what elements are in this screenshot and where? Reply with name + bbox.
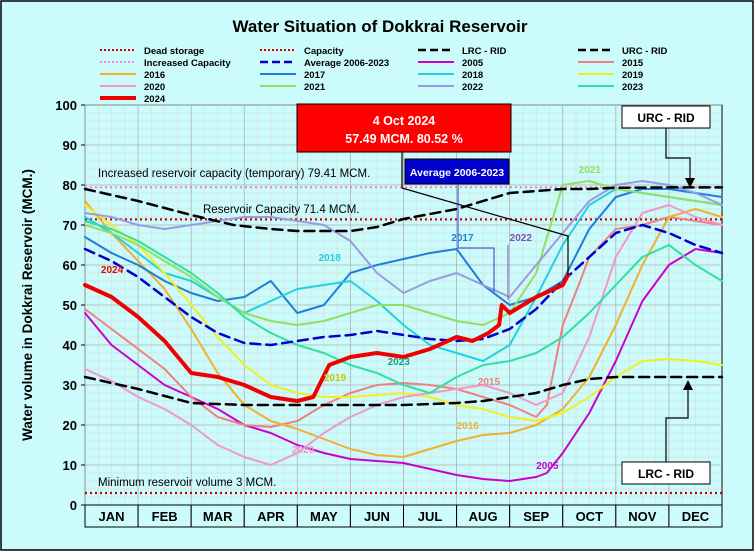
- lrc-box-label: LRC - RID: [638, 467, 694, 481]
- legend-label: 2015: [622, 58, 644, 69]
- series-line-2021: [84, 180, 723, 326]
- month-label: NOV: [628, 509, 657, 524]
- inline-series-labels: 2024 2018 2017 2022 2021 2019 2023 2015 2016 2020…: [101, 165, 601, 472]
- increased-capacity-text: Increased reservoir capacity (temporary)…: [98, 168, 370, 180]
- capacity-text: Reservoir Capacity 71.4 MCM.: [203, 204, 360, 216]
- month-label: FEB: [152, 509, 178, 524]
- series-line-2016: [84, 200, 723, 458]
- series-line-lrc-rid: [83, 375, 724, 407]
- inline-label-2016: 2016: [457, 421, 480, 432]
- inline-label-2024: 2024: [101, 265, 124, 276]
- inline-label-2022: 2022: [510, 233, 533, 244]
- series-lines: [83, 180, 724, 482]
- legend-label: Increased Capacity: [144, 58, 231, 69]
- inline-label-2017: 2017: [451, 233, 474, 244]
- legend-label: Dead storage: [144, 46, 204, 57]
- legend-label: 2018: [462, 70, 483, 81]
- lrc-arrow-line: [665, 386, 689, 462]
- legend-label: LRC - RID: [462, 46, 506, 57]
- series-line-2024: [83, 273, 571, 403]
- callout-date: 4 Oct 2024: [373, 114, 436, 128]
- y-tick-label: 50: [63, 298, 77, 313]
- average-label: Average 2006-2023: [410, 167, 504, 179]
- inline-label-2015: 2015: [478, 377, 501, 388]
- legend-label: 2016: [144, 70, 165, 81]
- y-tick-label: 40: [63, 338, 77, 353]
- month-label: APR: [257, 509, 285, 524]
- callout-value: 57.49 MCM. 80.52 %: [345, 132, 462, 146]
- urc-arrowhead: [685, 178, 695, 188]
- y-axis-label: Water volume in Dokkrai Reservoir (MCM.): [20, 169, 35, 441]
- series-line-2017: [84, 188, 723, 314]
- legend-label: 2021: [304, 82, 326, 93]
- callout-connectors: [401, 128, 695, 462]
- inline-label-2023: 2023: [388, 357, 411, 368]
- month-label: MAR: [203, 509, 233, 524]
- axes: 0 10 20 30 40 50 60 70 80 90 100 JAN FEB MAR APR MAY JUN…: [55, 98, 723, 528]
- legend-label: Average 2006-2023: [304, 58, 389, 69]
- minimum-text: Minimum reservoir volume 3 MCM.: [98, 477, 276, 489]
- legend: Dead storage Capacity LRC - RID URC - RID In…: [100, 46, 668, 105]
- legend-label: 2024: [144, 94, 166, 105]
- legend-label: URC - RID: [622, 46, 668, 57]
- legend-label: 2005: [462, 58, 484, 69]
- month-cell: [668, 504, 723, 528]
- month-label: OCT: [576, 509, 604, 524]
- month-label: JUL: [418, 509, 443, 524]
- y-tick-label: 100: [55, 98, 77, 113]
- y-tick-label: 80: [63, 178, 77, 193]
- callout-connector-average: [457, 185, 495, 292]
- legend-label: 2017: [304, 70, 325, 81]
- urc-box-label: URC - RID: [637, 111, 695, 125]
- inline-label-2018: 2018: [319, 253, 342, 264]
- month-label: JAN: [99, 509, 125, 524]
- month-label: AUG: [469, 509, 498, 524]
- y-tick-label: 0: [70, 498, 77, 513]
- y-tick-label: 70: [63, 218, 77, 233]
- month-label: SEP: [523, 509, 549, 524]
- chart-title: Water Situation of Dokkrai Reservoir: [232, 17, 527, 36]
- month-label: MAY: [310, 509, 338, 524]
- legend-label: 2020: [144, 82, 165, 93]
- legend-label: 2019: [622, 70, 643, 81]
- y-tick-label: 10: [63, 458, 77, 473]
- urc-arrow-line: [665, 128, 691, 182]
- inline-label-2021: 2021: [579, 165, 602, 176]
- series-line-2022: [84, 180, 723, 298]
- lrc-arrowhead: [683, 380, 693, 390]
- legend-label: Capacity: [304, 46, 344, 57]
- legend-label: 2023: [622, 82, 643, 93]
- reference-lines: [85, 186, 722, 495]
- series-line-2020: [84, 204, 723, 466]
- inline-label-2005: 2005: [536, 461, 559, 472]
- y-tick-label: 20: [63, 418, 77, 433]
- inline-label-2020: 2020: [292, 445, 315, 456]
- series-line-average-2006-2023: [83, 223, 724, 347]
- series-line-2005: [84, 248, 723, 482]
- inline-label-2019: 2019: [324, 373, 347, 384]
- legend-label: 2022: [462, 82, 483, 93]
- lrc-box: [621, 461, 711, 485]
- callout-connector-2024: [401, 150, 569, 275]
- y-tick-label: 30: [63, 378, 77, 393]
- urc-box: [621, 105, 711, 129]
- date-callout-box: [296, 103, 512, 153]
- series-line-2023: [84, 220, 723, 394]
- average-label-box: [404, 158, 510, 185]
- y-tick-label: 60: [63, 258, 77, 273]
- month-label: JUN: [364, 509, 390, 524]
- series-line-urc-rid: [83, 186, 724, 233]
- y-tick-label: 90: [63, 138, 77, 153]
- month-label: DEC: [682, 509, 710, 524]
